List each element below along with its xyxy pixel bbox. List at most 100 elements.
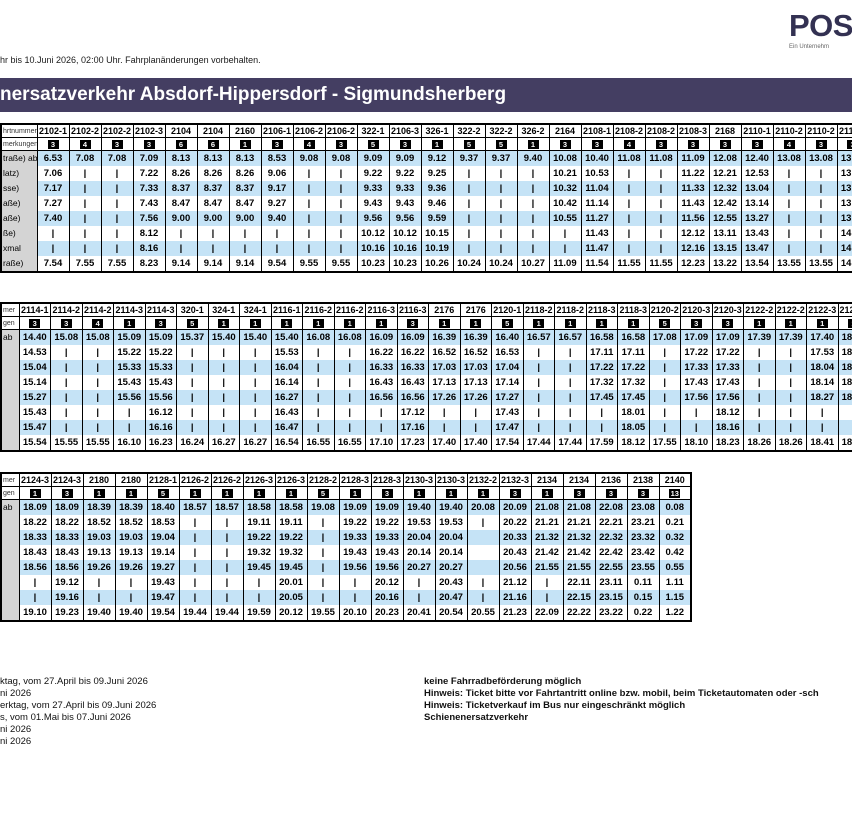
- time-cell: 22.08: [594, 499, 628, 515]
- station-label: traße) ab: [0, 150, 38, 166]
- remark-cell: 3: [580, 137, 614, 151]
- trip-number: 2126-3: [242, 473, 276, 487]
- time-cell: |: [100, 196, 134, 211]
- time-cell: 12.21: [708, 166, 742, 181]
- time-cell: 17.40: [806, 329, 839, 345]
- time-cell: |: [680, 405, 713, 420]
- time-cell: 10.08: [548, 150, 582, 166]
- time-cell: 11.54: [580, 256, 614, 272]
- remark-badge: 1: [527, 139, 539, 149]
- remark-badge: 3: [61, 488, 73, 498]
- remark-badge: 1: [533, 318, 545, 328]
- time-cell: |: [68, 241, 102, 256]
- time-cell: 8.37: [196, 181, 230, 196]
- remark-cell: 3: [498, 486, 532, 500]
- time-cell: |: [338, 575, 372, 590]
- trip-number: 2136: [594, 473, 628, 487]
- remark-cell: 3: [100, 137, 134, 151]
- time-cell: 17.32: [617, 375, 650, 390]
- time-cell: |: [292, 226, 326, 241]
- remark-badge: 1: [123, 318, 135, 328]
- time-cell: 19.03: [114, 530, 148, 545]
- trip-number: 2140: [658, 473, 692, 487]
- time-cell: 19.13: [114, 545, 148, 560]
- time-cell: 13.11: [708, 226, 742, 241]
- time-cell: 19.09: [338, 499, 372, 515]
- trip-number: 2106-2: [292, 124, 326, 138]
- time-cell: |: [554, 420, 587, 435]
- time-cell: |: [302, 420, 335, 435]
- time-cell: |: [306, 560, 340, 575]
- time-cell: 16.10: [113, 435, 146, 451]
- time-cell: 20.04: [402, 530, 436, 545]
- time-cell: |: [210, 515, 244, 530]
- remark-badge: 3: [271, 139, 283, 149]
- time-cell: 7.22: [132, 166, 166, 181]
- time-cell: 16.47: [270, 420, 303, 435]
- time-cell: 17.10: [365, 435, 398, 451]
- station-label: latz): [0, 166, 38, 181]
- remark-badge: 1: [785, 318, 797, 328]
- time-cell: 23.11: [594, 575, 628, 590]
- remark-badge: 1: [253, 488, 265, 498]
- remark-badge: 1: [344, 318, 356, 328]
- time-cell: 16.09: [396, 329, 429, 345]
- trip-number: 2120-3: [711, 303, 744, 317]
- time-cell: |: [516, 241, 550, 256]
- time-cell: |: [365, 420, 398, 435]
- trip-number: 2108-1: [580, 124, 614, 138]
- time-cell: 13.15: [708, 241, 742, 256]
- time-cell: 17.08: [648, 329, 681, 345]
- time-cell: 17.14: [491, 375, 524, 390]
- time-cell: 7.17: [36, 181, 70, 196]
- time-cell: 13.47: [740, 241, 774, 256]
- time-cell: |: [100, 211, 134, 226]
- time-cell: 0.55: [658, 560, 692, 575]
- row-header-trip-number: mer: [0, 473, 20, 487]
- time-cell: |: [324, 181, 358, 196]
- time-cell: 22.42: [594, 545, 628, 560]
- time-cell: 19.22: [370, 515, 404, 530]
- time-cell: 17.22: [585, 360, 618, 375]
- postbus-logo-text: POS: [789, 8, 852, 43]
- time-cell: 19.45: [274, 560, 308, 575]
- time-cell: 18.26: [743, 435, 776, 451]
- time-cell: |: [612, 196, 646, 211]
- remark-cell: 3: [711, 316, 744, 330]
- time-cell: |: [516, 196, 550, 211]
- time-cell: 9.14: [196, 256, 230, 272]
- remark-badge: 4: [303, 139, 315, 149]
- remark-cell: 1: [617, 316, 650, 330]
- time-cell: 19.14: [146, 545, 180, 560]
- time-cell: 8.37: [228, 181, 262, 196]
- time-cell: 20.14: [402, 545, 436, 560]
- time-cell: 18.58: [274, 499, 308, 515]
- time-cell: 15.14: [18, 375, 51, 390]
- time-cell: |: [484, 211, 518, 226]
- time-cell: 8.26: [164, 166, 198, 181]
- time-cell: 17.03: [428, 360, 461, 375]
- time-cell: |: [207, 375, 240, 390]
- time-cell: 7.09: [132, 150, 166, 166]
- station-label: [0, 390, 20, 405]
- time-cell: |: [50, 405, 83, 420]
- remark-cell: 4: [68, 137, 102, 151]
- time-cell: 0.15: [626, 590, 660, 605]
- time-cell: 21.21: [562, 515, 596, 530]
- trip-number: 2110-3: [836, 124, 852, 138]
- time-cell: 10.53: [580, 166, 614, 181]
- remark-cell: 1: [522, 316, 555, 330]
- trip-number: 2114-3: [144, 303, 177, 317]
- time-cell: |: [774, 405, 807, 420]
- time-cell: |: [260, 241, 294, 256]
- time-cell: 19.33: [338, 530, 372, 545]
- remark-cell: 3: [676, 137, 710, 151]
- time-cell: 21.21: [530, 515, 564, 530]
- time-cell: |: [806, 405, 839, 420]
- remark-badge: 5: [157, 488, 169, 498]
- time-cell: 18.52: [114, 515, 148, 530]
- time-cell: 16.43: [365, 375, 398, 390]
- time-cell: |: [292, 166, 326, 181]
- remark-cell: 1: [420, 137, 454, 151]
- time-cell: [466, 545, 500, 560]
